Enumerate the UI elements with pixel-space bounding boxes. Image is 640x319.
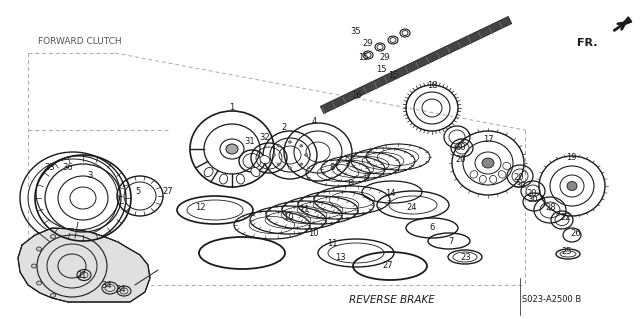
Polygon shape [18, 228, 150, 302]
Text: 34: 34 [102, 280, 112, 290]
Text: FORWARD CLUTCH: FORWARD CLUTCH [38, 37, 122, 46]
Text: 5: 5 [136, 188, 141, 197]
Text: REVERSE BRAKE: REVERSE BRAKE [349, 295, 435, 305]
Text: 8: 8 [348, 180, 353, 189]
Ellipse shape [482, 158, 494, 168]
Text: 18: 18 [427, 80, 437, 90]
Text: 26: 26 [571, 228, 581, 238]
Ellipse shape [503, 162, 511, 169]
Ellipse shape [499, 171, 506, 178]
Text: 31: 31 [244, 137, 255, 146]
Text: 25: 25 [562, 248, 572, 256]
Ellipse shape [36, 247, 42, 251]
Ellipse shape [273, 154, 275, 156]
Text: 3: 3 [87, 170, 93, 180]
Text: 23: 23 [461, 254, 471, 263]
Ellipse shape [51, 293, 56, 297]
Text: 34: 34 [116, 286, 126, 294]
Ellipse shape [470, 171, 477, 178]
Text: 27: 27 [383, 261, 394, 270]
Ellipse shape [226, 144, 238, 154]
Text: 9: 9 [364, 174, 369, 182]
Text: 21: 21 [77, 271, 87, 280]
Text: 4: 4 [312, 117, 317, 127]
Ellipse shape [277, 145, 280, 147]
Text: 9: 9 [344, 158, 349, 167]
Text: 28: 28 [546, 204, 556, 212]
Ellipse shape [236, 174, 244, 184]
Text: 10: 10 [308, 228, 318, 238]
Ellipse shape [289, 141, 291, 143]
Ellipse shape [567, 182, 577, 190]
Text: 36: 36 [63, 164, 74, 173]
Ellipse shape [300, 145, 303, 147]
Ellipse shape [490, 175, 497, 183]
Text: 7: 7 [448, 238, 454, 247]
Text: 29: 29 [363, 40, 373, 48]
Text: 32: 32 [260, 132, 270, 142]
Text: 6: 6 [429, 224, 435, 233]
Ellipse shape [260, 155, 270, 164]
Text: 29: 29 [380, 54, 390, 63]
Ellipse shape [36, 281, 42, 285]
Text: 15: 15 [388, 71, 398, 80]
Text: 35: 35 [351, 26, 362, 35]
Polygon shape [620, 17, 632, 26]
Text: 10: 10 [283, 213, 293, 222]
Text: 27: 27 [163, 188, 173, 197]
Ellipse shape [277, 163, 280, 166]
Text: 22: 22 [561, 213, 572, 222]
Text: 12: 12 [195, 203, 205, 211]
Text: 19: 19 [566, 152, 576, 161]
Text: 11: 11 [299, 205, 309, 214]
Ellipse shape [220, 174, 228, 184]
Ellipse shape [305, 154, 307, 156]
Text: 30: 30 [528, 196, 538, 204]
Text: FR.: FR. [577, 38, 598, 48]
Text: 24: 24 [407, 203, 417, 211]
Text: 13: 13 [335, 253, 346, 262]
Text: 30: 30 [456, 144, 467, 152]
Text: 1: 1 [229, 102, 235, 112]
Text: 16: 16 [351, 92, 362, 100]
Ellipse shape [251, 167, 260, 177]
Text: 11: 11 [327, 240, 337, 249]
Ellipse shape [289, 167, 291, 169]
Polygon shape [320, 16, 512, 114]
Text: 20: 20 [514, 174, 524, 182]
Ellipse shape [51, 234, 56, 239]
Text: S023-A2500 B: S023-A2500 B [522, 295, 582, 305]
Ellipse shape [204, 167, 213, 177]
Ellipse shape [31, 264, 36, 268]
Text: 15: 15 [358, 53, 368, 62]
Ellipse shape [479, 175, 486, 183]
Text: 33: 33 [45, 162, 56, 172]
Text: 8: 8 [330, 164, 335, 173]
Text: 20: 20 [456, 155, 467, 165]
Text: 20: 20 [527, 189, 537, 197]
Text: 30: 30 [516, 181, 526, 189]
Text: 14: 14 [385, 189, 396, 197]
Text: 15: 15 [376, 64, 387, 73]
Text: 2: 2 [282, 123, 287, 132]
Ellipse shape [300, 163, 303, 166]
Text: 17: 17 [483, 136, 493, 145]
